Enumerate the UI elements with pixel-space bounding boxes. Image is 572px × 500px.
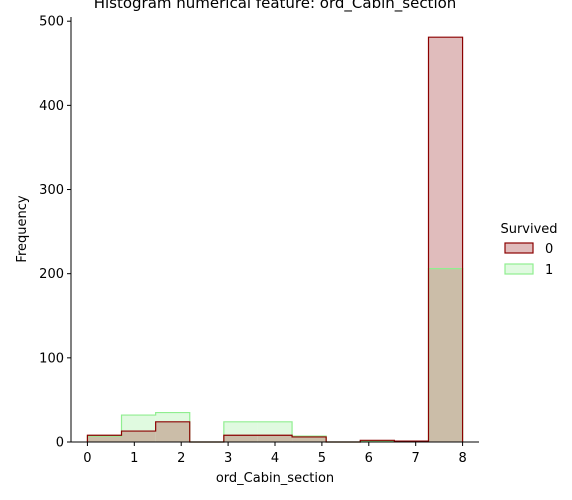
x-axis-label: ord_Cabin_section [216, 471, 334, 486]
y-tick-label: 100 [39, 351, 64, 366]
histogram-bar-overlap [223, 435, 258, 442]
x-tick-label: 5 [318, 451, 326, 466]
histogram-bar-overlap [87, 436, 122, 442]
series-outline-0 [86, 36, 464, 443]
axes-layer: 0 1 2 3 4 5 6 7 8 0 100 200 300 400 500 [39, 15, 479, 466]
y-tick-label: 0 [56, 436, 64, 451]
x-tick-label: 7 [412, 451, 420, 466]
legend-title: Survived [500, 222, 557, 237]
histogram-bar-overlap [155, 421, 190, 442]
chart-title: Histogram numerical feature: ord_Cabin_s… [94, 0, 457, 13]
x-tick-label: 2 [177, 451, 185, 466]
x-tick-label: 8 [458, 451, 466, 466]
y-tick-label: 200 [39, 267, 64, 282]
histogram-bar-overlap [257, 435, 293, 442]
legend-label-1: 1 [545, 263, 553, 278]
y-tick-label: 400 [39, 99, 64, 114]
y-tick-label: 300 [39, 183, 64, 198]
histogram-bar-overlap [121, 431, 156, 442]
y-axis-label: Frequency [15, 195, 30, 262]
x-tick-label: 6 [365, 451, 373, 466]
histogram-bar-overlap [428, 268, 463, 442]
x-tick-label: 1 [130, 451, 138, 466]
legend-label-0: 0 [545, 242, 553, 257]
legend: Survived 01 [500, 222, 557, 278]
bars-layer [86, 36, 464, 443]
x-tick-label: 4 [271, 451, 279, 466]
x-tick-label: 3 [224, 451, 232, 466]
y-tick-label: 500 [39, 15, 64, 30]
legend-items: 01 [504, 242, 553, 278]
legend-swatch-0 [504, 242, 534, 254]
histogram-bar-overlap [292, 436, 327, 442]
legend-swatch-1 [504, 263, 534, 275]
x-tick-label: 0 [83, 451, 91, 466]
